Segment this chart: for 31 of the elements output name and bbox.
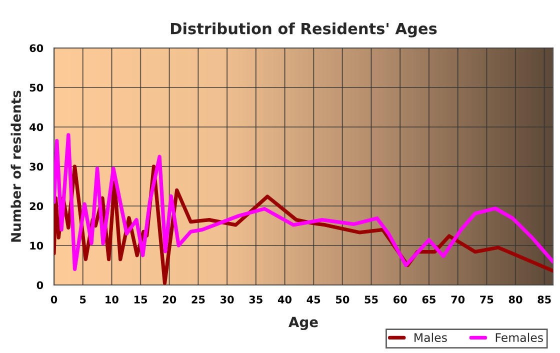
legend-label: Females [496, 332, 543, 342]
x-tick-label: 45 [306, 296, 320, 304]
x-tick-label: 55 [364, 296, 378, 304]
x-tick-label: 85 [538, 296, 551, 304]
y-axis-title: Number of residents [10, 90, 21, 242]
x-tick-label: 70 [451, 296, 465, 304]
y-tick-label: 60 [30, 44, 44, 52]
x-tick-label: 25 [192, 296, 205, 304]
x-tick-label: 5 [80, 296, 86, 304]
y-tick-label: 40 [30, 123, 44, 132]
y-tick-label: 50 [30, 84, 44, 92]
x-tick-label: 30 [220, 296, 234, 304]
x-tick-label: 40 [278, 296, 292, 304]
x-axis-title: Age [288, 316, 318, 330]
chart-title: Distribution of Residents' Ages [170, 22, 437, 38]
x-tick-label: 15 [134, 296, 148, 304]
legend-label: Males [414, 332, 447, 342]
x-tick-label: 10 [106, 296, 118, 304]
x-tick-label: 65 [422, 296, 436, 304]
x-tick-label: 60 [394, 296, 407, 304]
x-tick-label: 0 [50, 296, 58, 304]
y-tick-label: 30 [30, 162, 44, 171]
y-tick-label: 0 [36, 281, 44, 290]
x-tick-label: 80 [508, 296, 522, 304]
x-tick-label: 20 [162, 296, 176, 304]
line-series [54, 133, 553, 272]
x-tick-label: 35 [249, 296, 262, 304]
x-tick-label: 75 [480, 296, 494, 304]
x-tick-label: 50 [336, 296, 350, 304]
y-tick-label: 20 [30, 202, 44, 210]
y-tick-label: 10 [30, 242, 44, 250]
